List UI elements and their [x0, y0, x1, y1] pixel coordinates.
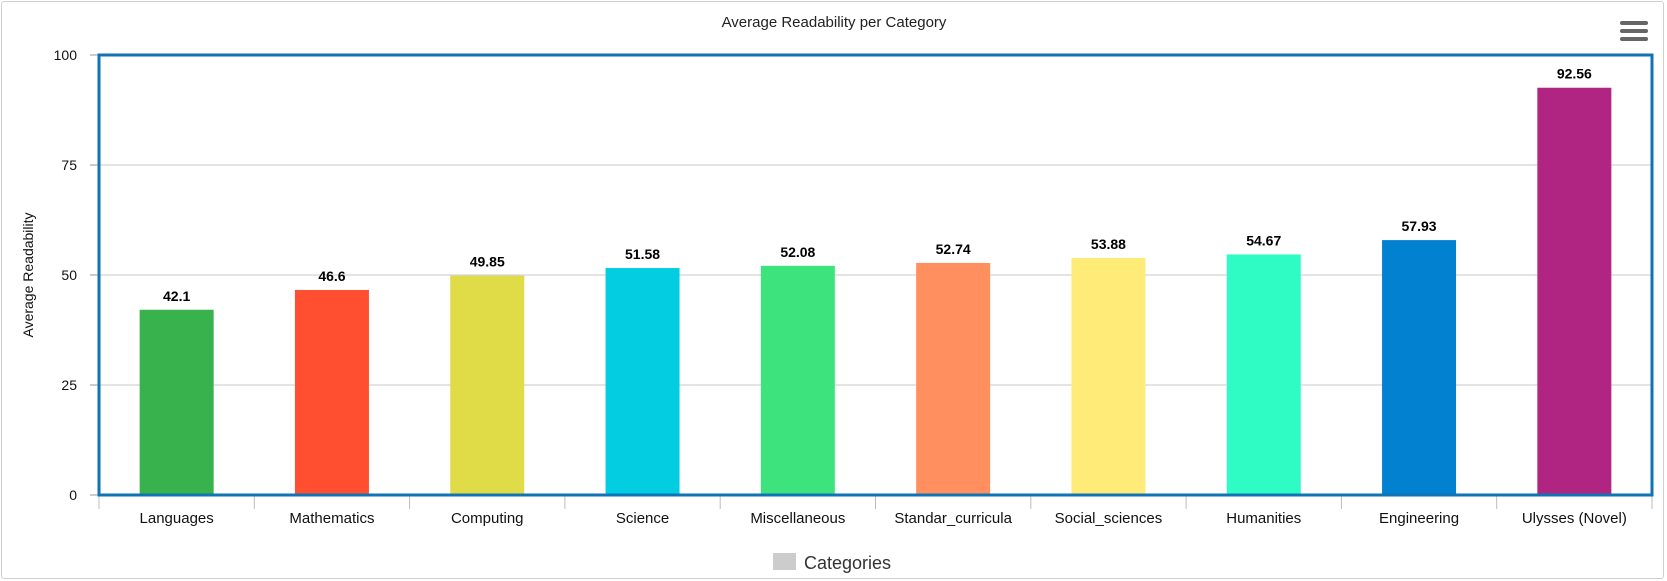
data-label: 46.6: [318, 268, 345, 284]
x-category-label: Humanities: [1226, 510, 1301, 527]
y-tick-label: 75: [61, 157, 77, 173]
x-category-label: Ulysses (Novel): [1522, 510, 1627, 527]
x-category-label: Mathematics: [289, 510, 374, 527]
bar[interactable]: [450, 275, 525, 495]
data-label: 52.74: [936, 241, 971, 257]
data-label: 49.85: [470, 254, 505, 270]
plot-border: [97, 53, 1654, 497]
data-label: 42.1: [163, 288, 190, 304]
legend-swatch[interactable]: [773, 553, 796, 570]
bar[interactable]: [760, 265, 835, 495]
y-tick-label: 0: [69, 487, 77, 503]
bar[interactable]: [1226, 254, 1301, 495]
x-category-label: Languages: [140, 510, 214, 527]
y-tick-label: 100: [54, 47, 78, 63]
chart-title: Average Readability per Category: [722, 14, 947, 31]
x-axis: Languages Mathematics Computing Science Misc…: [98, 495, 1653, 527]
data-label: 54.67: [1246, 232, 1281, 248]
y-axis-label: Average Readability: [20, 212, 36, 337]
bar[interactable]: [916, 262, 991, 495]
hamburger-icon: [1620, 21, 1648, 25]
hamburger-icon-line: [1620, 37, 1648, 41]
y-axis-ticks: 0 25 50 75 100: [54, 47, 99, 503]
data-label: 53.88: [1091, 236, 1126, 252]
bars: [139, 87, 1612, 496]
bar[interactable]: [1071, 257, 1146, 495]
hamburger-icon-line: [1620, 29, 1648, 33]
data-label: 57.93: [1402, 218, 1437, 234]
x-category-label: Engineering: [1379, 510, 1459, 527]
bar[interactable]: [1382, 240, 1457, 495]
legend-label[interactable]: Categories: [804, 553, 891, 573]
x-category-label: Computing: [451, 510, 524, 527]
bar[interactable]: [294, 289, 369, 495]
y-tick-label: 50: [61, 267, 77, 283]
bar[interactable]: [139, 309, 214, 495]
bar[interactable]: [605, 268, 680, 495]
x-category-label: Standar_curricula: [894, 510, 1012, 527]
x-category-label: Social_sciences: [1055, 510, 1163, 527]
y-tick-label: 25: [61, 377, 77, 393]
data-label: 92.56: [1557, 66, 1592, 82]
data-label: 51.58: [625, 246, 660, 262]
x-category-label: Miscellaneous: [750, 510, 845, 527]
data-label: 52.08: [780, 244, 815, 260]
data-labels: 42.1 46.6 49.85 51.58 52.08 52.74 53.88 54.67 57…: [163, 66, 1592, 304]
bar[interactable]: [1537, 87, 1612, 496]
chart-menu-button[interactable]: [1620, 21, 1648, 45]
legend[interactable]: Categories: [773, 553, 891, 573]
x-category-label: Science: [616, 510, 669, 527]
